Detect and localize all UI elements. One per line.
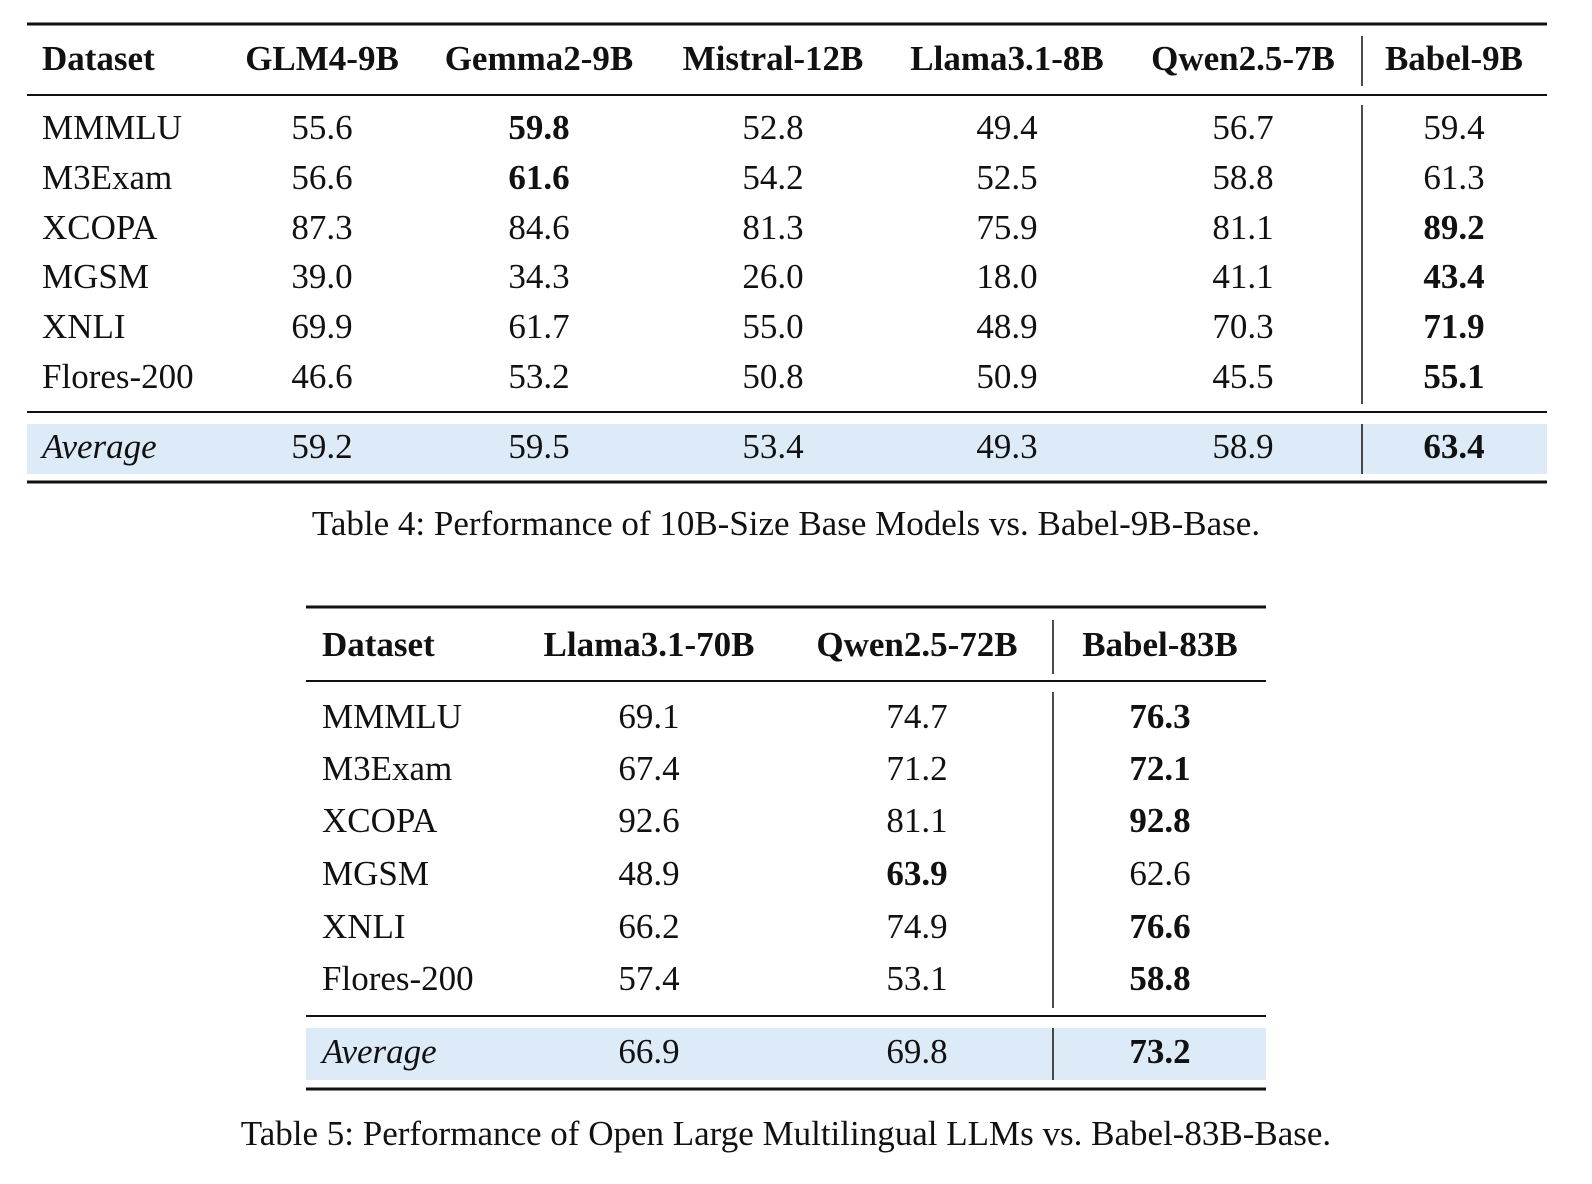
column-header: Llama3.1-70B [544,625,755,664]
table-cell: 41.1 [1212,257,1273,296]
average-cell: 59.5 [508,427,569,466]
row-label: XNLI [322,907,406,946]
average-cell: 59.2 [291,427,352,466]
row-label: XCOPA [322,801,438,840]
table-cell: 52.5 [976,158,1037,197]
table-cell: 55.0 [742,307,803,346]
table-cell: 67.4 [618,749,679,788]
row-label: MMMLU [42,108,182,147]
average-cell: 69.8 [886,1032,947,1071]
table-caption: Table 5: Performance of Open Large Multi… [241,1114,1331,1153]
table-cell: 66.2 [618,907,679,946]
table-cell: 89.2 [1423,208,1484,247]
average-cell: 66.9 [618,1032,679,1071]
column-header: Llama3.1-8B [910,39,1103,78]
table-cell: 71.2 [886,749,947,788]
column-header: Dataset [322,625,435,664]
table-cell: 50.9 [976,357,1037,396]
column-header: Mistral-12B [683,39,864,78]
table-cell: 72.1 [1129,749,1190,788]
row-label: Flores-200 [322,959,474,998]
table-cell: 61.3 [1423,158,1484,197]
table-cell: 52.8 [742,108,803,147]
table-cell: 48.9 [976,307,1037,346]
table-cell: 46.6 [291,357,352,396]
table-cell: 61.6 [508,158,569,197]
table-cell: 61.7 [508,307,569,346]
average-cell: 63.4 [1423,427,1484,466]
table-cell: 59.4 [1423,108,1484,147]
table-cell: 58.8 [1212,158,1273,197]
table-cell: 70.3 [1212,307,1273,346]
table-cell: 74.7 [886,697,947,736]
average-label: Average [40,427,157,466]
row-label: XCOPA [42,208,158,247]
column-header: Dataset [42,39,155,78]
table-cell: 71.9 [1423,307,1484,346]
table-cell: 62.6 [1129,854,1190,893]
table-cell: 55.6 [291,108,352,147]
table-cell: 84.6 [508,208,569,247]
table-caption: Table 4: Performance of 10B-Size Base Mo… [312,504,1260,543]
table-cell: 63.9 [886,854,947,893]
table-cell: 69.9 [291,307,352,346]
table-cell: 59.8 [508,108,569,147]
average-cell: 53.4 [742,427,803,466]
column-header: Babel-83B [1082,625,1238,664]
table-cell: 56.6 [291,158,352,197]
table-cell: 76.3 [1129,697,1190,736]
table-cell: 48.9 [618,854,679,893]
column-header: Gemma2-9B [445,39,634,78]
table-cell: 58.8 [1129,959,1190,998]
column-header: Qwen2.5-72B [816,625,1017,664]
table-cell: 18.0 [976,257,1037,296]
table-cell: 43.4 [1423,257,1484,296]
table-cell: 81.1 [886,801,947,840]
row-label: MMMLU [322,697,462,736]
table-cell: 69.1 [618,697,679,736]
table-cell: 53.1 [886,959,947,998]
table-cell: 45.5 [1212,357,1273,396]
column-header: Qwen2.5-7B [1151,39,1335,78]
table-cell: 49.4 [976,108,1037,147]
average-cell: 73.2 [1129,1032,1190,1071]
table-cell: 81.1 [1212,208,1273,247]
average-cell: 49.3 [976,427,1037,466]
row-label: MGSM [42,257,149,296]
table-cell: 92.8 [1129,801,1190,840]
column-header: GLM4-9B [245,39,399,78]
table-cell: 56.7 [1212,108,1273,147]
row-label: XNLI [42,307,126,346]
table-cell: 76.6 [1129,907,1190,946]
table-cell: 92.6 [618,801,679,840]
table-cell: 34.3 [508,257,569,296]
average-shade [27,424,1547,474]
average-label: Average [320,1032,437,1071]
table-cell: 26.0 [742,257,803,296]
average-cell: 58.9 [1212,427,1273,466]
table-cell: 55.1 [1423,357,1484,396]
row-label: MGSM [322,854,429,893]
row-label: M3Exam [322,749,452,788]
row-label: Flores-200 [42,357,194,396]
table-cell: 87.3 [291,208,352,247]
table-cell: 54.2 [742,158,803,197]
table-cell: 39.0 [291,257,352,296]
table-cell: 50.8 [742,357,803,396]
table-cell: 75.9 [976,208,1037,247]
average-shade [306,1028,1266,1080]
row-label: M3Exam [42,158,172,197]
table-cell: 53.2 [508,357,569,396]
table-cell: 74.9 [886,907,947,946]
column-header: Babel-9B [1385,39,1523,78]
table-cell: 81.3 [742,208,803,247]
table-cell: 57.4 [618,959,679,998]
